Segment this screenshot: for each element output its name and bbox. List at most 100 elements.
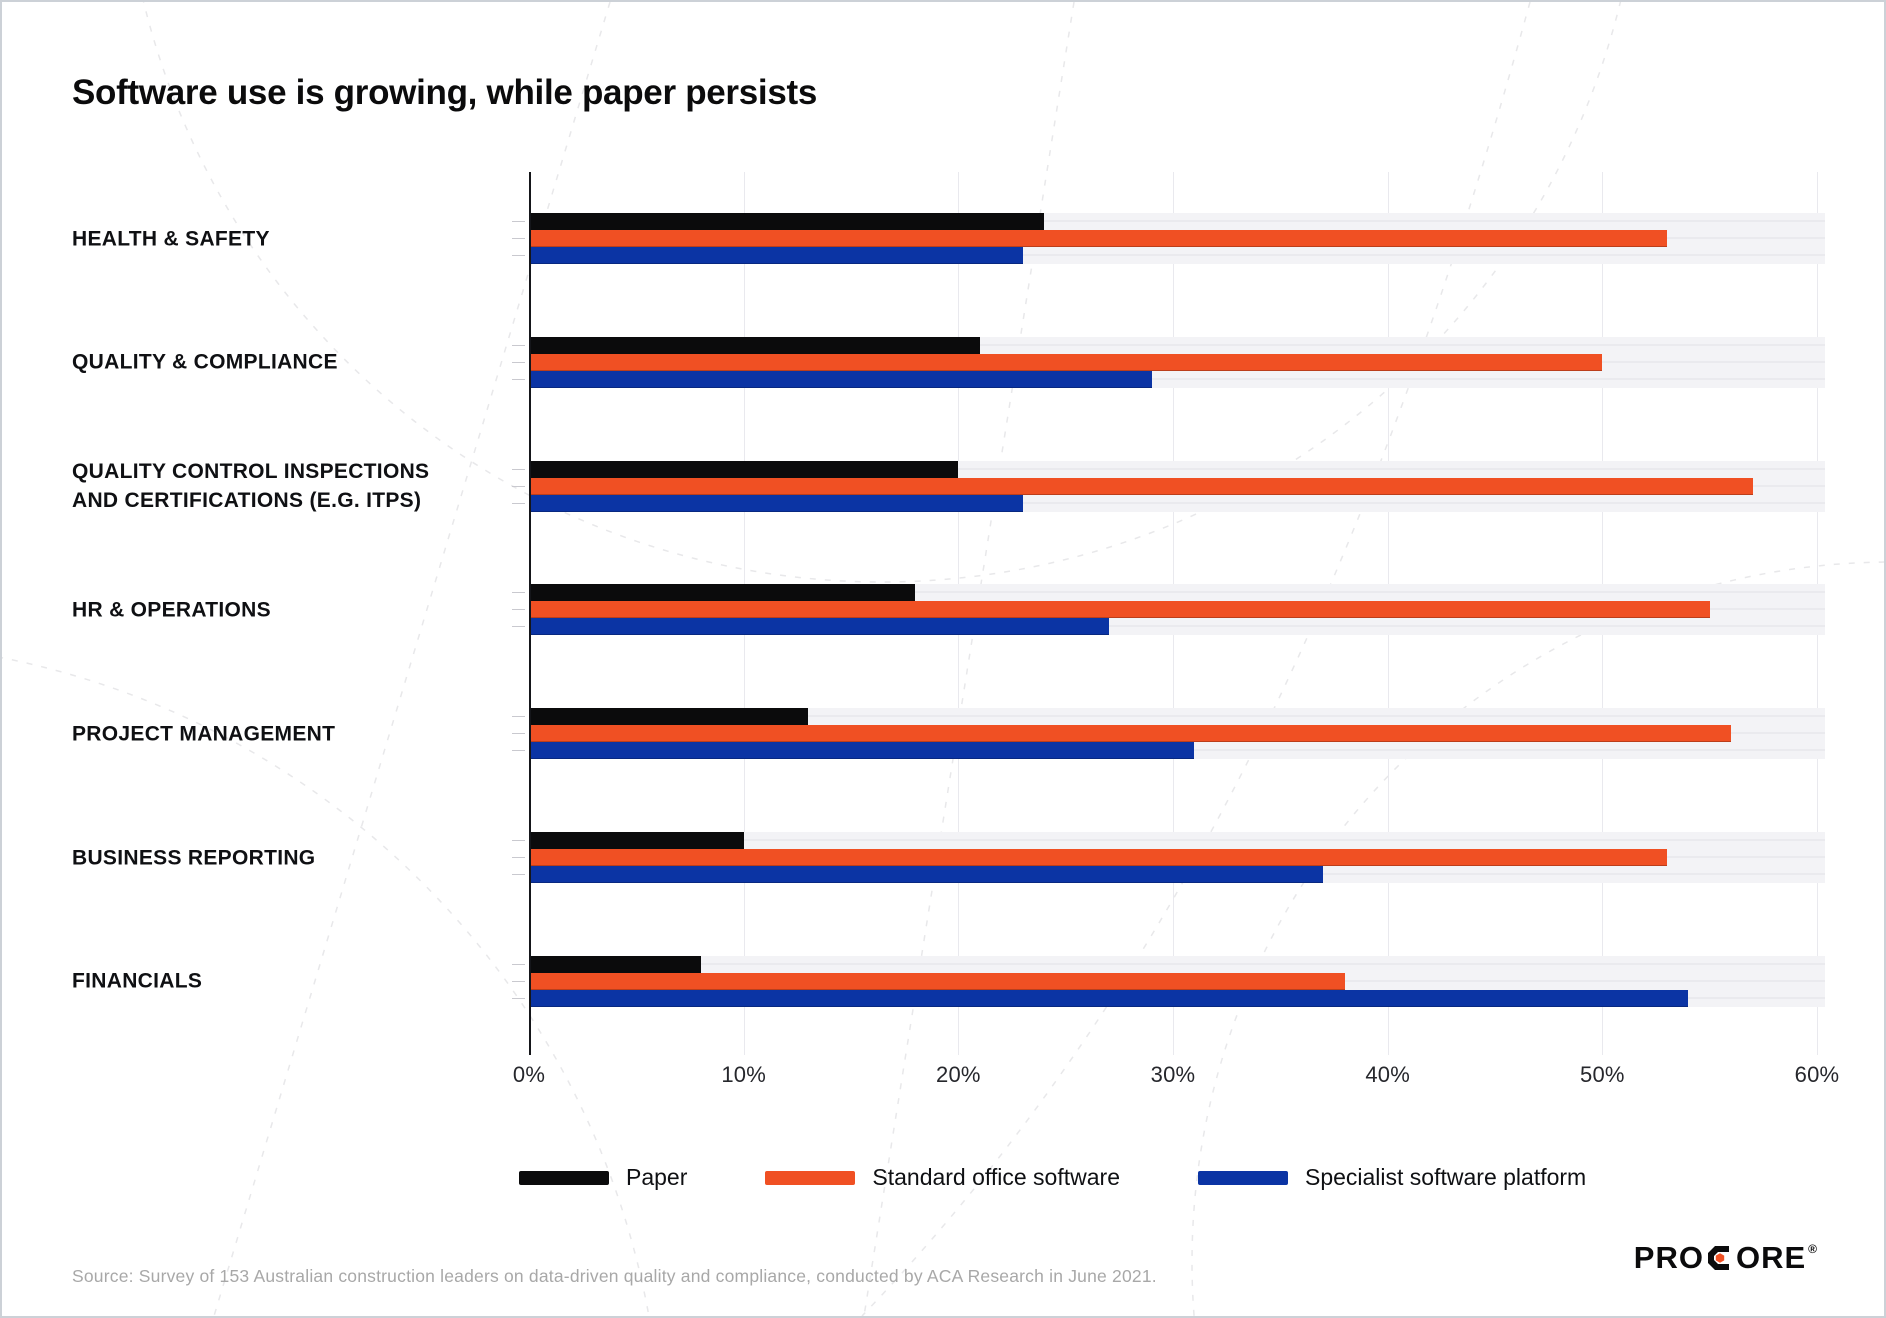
x-axis-label-20%: 20% <box>936 1062 981 1087</box>
bar-paper-financials <box>529 955 701 973</box>
bar-standard-office-software-health-safety <box>529 230 1667 247</box>
bar-paper-health-safety <box>529 213 1045 230</box>
axis-tick <box>512 874 525 875</box>
bar-specialist-software-platform-financials <box>529 989 1689 1007</box>
x-axis-label-60%: 60% <box>1794 1062 1840 1087</box>
bar-row-paper <box>512 708 1825 726</box>
legend-label-specialist-software-platform: Specialist software platform <box>1304 1164 1587 1190</box>
plot-area <box>512 172 1825 1055</box>
axis-tick <box>512 626 525 628</box>
source-text: Source: Survey of 153 Australian constru… <box>72 1265 1157 1286</box>
axis-tick <box>512 221 525 222</box>
y-axis-line <box>529 172 531 1055</box>
legend-item-specialist-software-platform: Specialist software platform <box>1197 1164 1587 1191</box>
axis-tick <box>512 344 525 346</box>
axis-tick <box>512 378 525 380</box>
category-label-health-safety: HEALTH & SAFETY <box>72 227 270 250</box>
bar-specialist-software-platform-health-safety <box>529 247 1023 264</box>
axis-tick <box>512 963 525 965</box>
legend-item-paper: Paper <box>519 1164 687 1191</box>
axis-tick <box>512 468 525 470</box>
x-axis-label-0%: 0% <box>512 1062 546 1087</box>
bar-row-paper <box>512 213 1825 230</box>
axis-tick <box>512 361 525 363</box>
bar-standard-office-software-project-management <box>529 725 1732 743</box>
axis-tick <box>512 592 525 594</box>
axis-tick <box>512 733 525 735</box>
bar-row-standard-office-software <box>512 601 1825 619</box>
bar-row-specialist-software-platform <box>512 866 1825 883</box>
axis-tick <box>512 485 525 487</box>
axis-tick <box>512 502 525 504</box>
bar-row-standard-office-software <box>512 353 1825 371</box>
axis-tick <box>512 750 525 752</box>
axis-tick <box>512 255 525 256</box>
bar-track <box>529 708 1825 726</box>
bar-row-paper <box>512 584 1825 602</box>
bar-row-paper <box>512 955 1825 973</box>
axis-tick <box>512 840 525 841</box>
legend-swatch-paper <box>519 1170 609 1185</box>
bar-group-health-safety <box>512 213 1825 264</box>
axis-tick <box>512 609 525 611</box>
bar-track <box>529 832 1825 849</box>
x-axis-label-50%: 50% <box>1580 1062 1625 1087</box>
bar-row-standard-office-software <box>512 849 1825 866</box>
category-label-project-management: PROJECT MANAGEMENT <box>72 722 336 746</box>
x-axis-label-30%: 30% <box>1150 1062 1196 1087</box>
legend-label-paper: Paper <box>626 1164 688 1190</box>
bar-paper-business-reporting <box>529 832 744 849</box>
bar-paper-project-management <box>529 708 809 726</box>
procore-logo: PRO ORE ® <box>1634 1240 1818 1276</box>
category-label-quality-control-inspections-and-certific: QUALITY CONTROL INSPECTIONS AND CERTIFIC… <box>72 460 430 513</box>
procore-logo-text-pre: PRO <box>1633 1240 1704 1275</box>
bar-row-paper <box>512 460 1825 478</box>
bar-row-specialist-software-platform <box>512 247 1825 264</box>
bar-group-quality-control-inspections-and-certific <box>512 460 1825 512</box>
bar-row-specialist-software-platform <box>512 494 1825 512</box>
hexagon-c-icon <box>1707 1246 1729 1270</box>
x-axis-label-40%: 40% <box>1365 1062 1410 1087</box>
bar-row-specialist-software-platform <box>512 618 1825 636</box>
legend: Paper Standard office software Specialis… <box>519 1164 1586 1191</box>
x-axis-label-10%: 10% <box>721 1062 766 1087</box>
bar-paper-quality-compliance <box>529 336 980 354</box>
bar-row-specialist-software-platform <box>512 742 1825 760</box>
bar-row-standard-office-software <box>512 972 1825 990</box>
bar-group-financials <box>512 955 1825 1007</box>
bar-standard-office-software-quality-compliance <box>529 353 1603 371</box>
bar-group-project-management <box>512 708 1825 760</box>
bar-specialist-software-platform-hr-operations <box>529 618 1109 636</box>
axis-tick <box>512 238 525 239</box>
axis-tick <box>512 997 525 999</box>
procore-logo-text-post: ORE <box>1735 1240 1807 1275</box>
bar-standard-office-software-financials <box>529 972 1345 990</box>
bar-track <box>529 955 1825 973</box>
x-axis-labels: 0% 10% 20% 30% 40% 50% 60% <box>513 1062 1839 1092</box>
legend-label-standard-office-software: Standard office software <box>872 1164 1120 1190</box>
bar-group-business-reporting <box>512 832 1825 883</box>
page-title: Software use is growing, while paper per… <box>72 73 818 113</box>
bar-standard-office-software-hr-operations <box>529 601 1710 619</box>
bar-specialist-software-platform-quality-compliance <box>529 370 1152 388</box>
axis-tick <box>512 716 525 718</box>
bar-row-standard-office-software <box>512 230 1825 247</box>
legend-swatch-standard-office-software <box>765 1170 856 1185</box>
bar-row-paper <box>512 336 1825 354</box>
bar-row-specialist-software-platform <box>512 989 1825 1007</box>
category-label-financials: FINANCIALS <box>72 969 203 993</box>
category-label-quality-compliance: QUALITY & COMPLIANCE <box>72 350 338 374</box>
registered-mark: ® <box>1808 1242 1818 1256</box>
axis-tick <box>512 980 525 982</box>
category-label-hr-operations: HR & OPERATIONS <box>72 598 271 622</box>
bar-row-standard-office-software <box>512 725 1825 743</box>
legend-item-standard-office-software: Standard office software <box>765 1164 1120 1191</box>
legend-swatch-specialist-software-platform <box>1197 1170 1288 1185</box>
bar-group-hr-operations <box>512 584 1825 636</box>
bar-row-standard-office-software <box>512 477 1825 495</box>
bar-paper-hr-operations <box>529 584 916 602</box>
bar-specialist-software-platform-business-reporting <box>529 866 1324 883</box>
bar-group-quality-compliance <box>512 336 1825 388</box>
axis-tick <box>512 857 525 858</box>
